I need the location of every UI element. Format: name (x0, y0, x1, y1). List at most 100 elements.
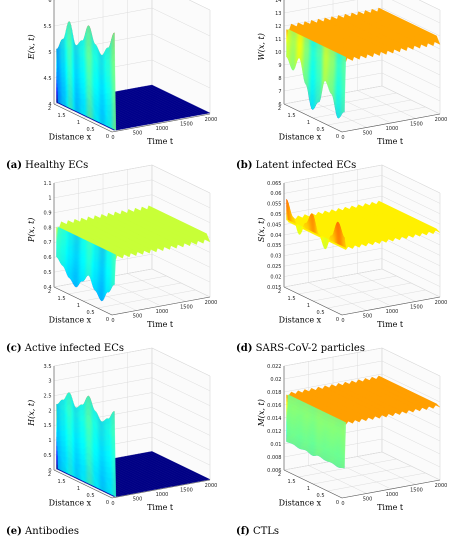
z-tick-label: 1 (48, 438, 51, 444)
z-tick-label: 7 (278, 89, 281, 95)
z-tick-label: 3 (48, 379, 51, 385)
surface-transition (286, 394, 347, 469)
t-tick-label: 2000 (435, 300, 448, 306)
z-axis-label: S(x, t) (257, 218, 266, 243)
x-tick-label: 1 (307, 303, 310, 309)
panel-ctls: 0.006 0.008 0.01 0.012 0.014 0.016 0.018 0.02 0.… (230, 347, 460, 549)
x-tick-label: 0.5 (87, 310, 95, 316)
t-tick-label: 0 (341, 135, 344, 141)
x-tick-label: 0 (336, 134, 339, 140)
axes (283, 0, 441, 133)
z-tick-label: 0 (48, 468, 51, 474)
panel-caption: (c) Active infected ECs (6, 343, 124, 354)
surface-plot-h: 00.511.522.533.500.511.52050010001500200… (27, 347, 217, 512)
x-tick-label: 0 (336, 317, 339, 323)
z-tick-labels: 0.006 0.008 0.01 0.012 0.014 0.016 0.018 0.02 0.… (267, 364, 281, 474)
x-tick-label: 1 (307, 120, 310, 126)
t-tick-label: 0 (111, 501, 114, 507)
t-tick-label: 2000 (205, 483, 218, 489)
x-axis-label: Distance x (279, 498, 322, 507)
surface-transition (56, 392, 117, 497)
x-tick-labels: 0 0.5 1 1.5 2 (278, 472, 339, 506)
z-tick-label: 0.05 (270, 212, 281, 218)
x-tick-label: 0 (106, 500, 109, 506)
z-tick-label: 9 (278, 63, 281, 69)
z-tick-labels: 0.015 0.02 0.025 0.03 0.035 0.04 0.045 0.05 0.05… (267, 181, 281, 291)
x-tick-label: 2 (48, 289, 51, 295)
x-tick-label: 2 (48, 472, 51, 478)
t-tick-label: 2000 (205, 117, 218, 123)
panel-caption-text: Latent infected ECs (255, 160, 357, 171)
x-tick-label: 2 (278, 106, 281, 112)
t-tick-label: 0 (341, 501, 344, 507)
z-tick-label: 10 (275, 50, 281, 56)
t-tick-label: 1000 (386, 492, 399, 498)
z-tick-label: 0.6 (44, 255, 52, 261)
panel-caption-text: Healthy ECs (25, 160, 89, 171)
z-tick-label: 0.7 (44, 240, 52, 246)
z-tick-label: 3.5 (44, 364, 52, 370)
panel-tag: (f) (236, 526, 250, 537)
surface-steady (287, 375, 441, 425)
z-tick-label: 1 (48, 196, 51, 202)
t-axis-label: Time t (147, 503, 174, 512)
t-tick-label: 0 (111, 135, 114, 141)
z-tick-label: 0.022 (267, 364, 281, 370)
z-tick-label: 0.02 (270, 377, 281, 383)
t-tick-label: 1500 (410, 305, 423, 311)
t-axis-label: Time t (147, 320, 174, 329)
x-tick-label: 1.5 (58, 479, 66, 485)
panel-caption-text: Active infected ECs (24, 343, 124, 354)
t-tick-label: 1500 (180, 488, 193, 494)
t-tick-label: 1000 (156, 492, 169, 498)
z-tick-label: 0.04 (270, 233, 281, 239)
z-tick-label: 13 (275, 11, 281, 17)
z-axis-label: M(x, t) (257, 399, 266, 427)
t-tick-label: 1500 (180, 122, 193, 128)
t-tick-labels: 0 500 1000 1500 2000 (341, 300, 447, 324)
z-tick-label: 12 (275, 24, 281, 30)
t-tick-label: 500 (363, 497, 373, 503)
z-tick-labels: 0.4 0.5 0.6 0.7 0.8 0.9 1 1.1 (44, 181, 52, 291)
z-tick-label: 6 (278, 102, 281, 108)
t-tick-label: 1500 (180, 305, 193, 311)
t-tick-label: 0 (341, 318, 344, 324)
panel-caption-text: CTLs (252, 526, 280, 537)
x-tick-label: 0.5 (87, 493, 95, 499)
x-tick-label: 1 (307, 486, 310, 492)
z-tick-label: 14 (275, 0, 281, 4)
t-tick-labels: 0 500 1000 1500 2000 (341, 117, 447, 141)
x-axis-label: Distance x (279, 132, 322, 141)
panel-caption: (e) Antibodies (6, 526, 79, 537)
z-tick-label: 0.035 (267, 243, 281, 249)
t-tick-label: 1500 (410, 122, 423, 128)
t-tick-label: 500 (363, 314, 373, 320)
panel-caption: (d) SARS-CoV-2 particles (236, 343, 365, 354)
t-tick-label: 500 (133, 497, 143, 503)
axes (283, 366, 441, 499)
z-axis-label: P(x, t) (27, 218, 36, 243)
t-tick-labels: 0 500 1000 1500 2000 (111, 483, 217, 507)
z-tick-label: 0.01 (270, 442, 281, 448)
x-tick-labels: 0 0.5 1 1.5 2 (278, 106, 339, 140)
panel-caption-text: Antibodies (25, 526, 79, 537)
z-tick-label: 1.5 (44, 423, 52, 429)
x-tick-label: 1.5 (58, 296, 66, 302)
t-tick-label: 2000 (435, 117, 448, 123)
t-tick-label: 2000 (435, 483, 448, 489)
z-tick-label: 0.8 (44, 225, 52, 231)
panel-tag: (e) (6, 526, 22, 537)
axes (53, 183, 211, 316)
t-tick-label: 500 (133, 314, 143, 320)
z-tick-label: 4.5 (44, 76, 52, 82)
x-tick-label: 1.5 (58, 113, 66, 119)
x-tick-label: 1 (77, 303, 80, 309)
t-axis-label: Time t (147, 137, 174, 146)
t-tick-label: 1000 (386, 309, 399, 315)
z-tick-label: 0.012 (267, 429, 281, 435)
z-tick-label: 2 (48, 408, 51, 414)
z-tick-label: 5 (48, 50, 51, 56)
x-tick-label: 0.5 (87, 127, 95, 133)
surface-plot-w: 67891011121314×10⁻³00.511.52050010001500… (257, 0, 447, 146)
x-tick-label: 1.5 (288, 296, 296, 302)
